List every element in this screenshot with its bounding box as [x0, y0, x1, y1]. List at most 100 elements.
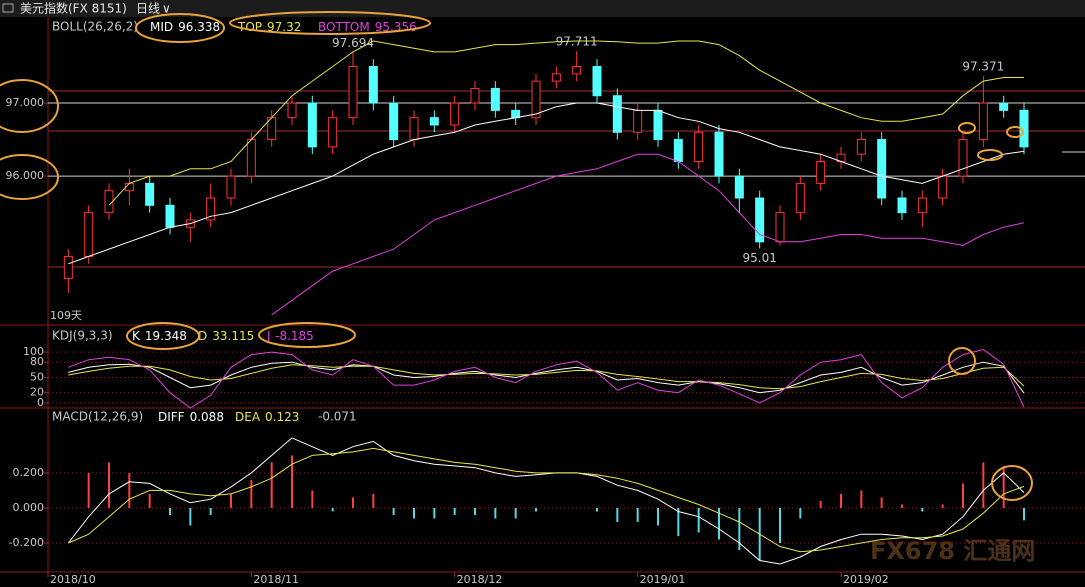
y-tick-label: 0: [37, 396, 44, 409]
candle-body: [633, 109, 643, 133]
y-tick-label: 80: [30, 355, 44, 368]
indicator-label: KDJ(9,3,3): [52, 329, 113, 343]
indicator-line: [271, 153, 1025, 316]
candle-body: [816, 160, 826, 184]
indicator-readout: D 33.115: [198, 329, 254, 343]
y-tick-label: 100: [23, 345, 44, 358]
indicator-label: MACD(12,26,9): [52, 410, 143, 424]
indicator-line: [67, 437, 1025, 565]
watermark: FX678 汇通网: [870, 537, 1035, 565]
candle-body: [999, 102, 1009, 111]
indicator-line: [68, 447, 1025, 553]
candle-body: [755, 197, 765, 243]
candle-body: [673, 139, 683, 162]
y-tick-label: 97.000: [6, 96, 45, 109]
indicator-line: [68, 102, 1025, 265]
candle-body: [958, 139, 968, 177]
readout-value: 19.348: [145, 329, 187, 343]
indicator-line: [68, 348, 1025, 409]
candle-body: [795, 182, 805, 214]
title-bar: [0, 0, 1085, 17]
candle-body: [368, 66, 378, 104]
indicator-label: BOLL(26,26,2): [52, 20, 138, 34]
y-tick-label: 20: [30, 386, 44, 399]
highlight-ring: [0, 154, 59, 200]
candle-body: [84, 212, 94, 257]
y-tick-label: 0.200: [13, 466, 45, 479]
readout-name: J: [266, 329, 270, 343]
y-tick-label: 0.000: [13, 501, 45, 514]
candle-body: [389, 102, 399, 141]
indicator-readout: J -8.185: [266, 329, 314, 343]
days-label: 109天: [50, 309, 82, 322]
period-dropdown[interactable]: ∨: [162, 2, 171, 16]
extreme-label: 95.01: [742, 251, 776, 265]
candle-body: [938, 175, 948, 199]
x-tick-label: 2018/12: [457, 573, 503, 586]
readout-name: D: [198, 329, 207, 343]
candle-body: [714, 131, 724, 177]
readout-value: 0.088: [190, 410, 224, 424]
indicator-line: [68, 364, 1025, 390]
candle-body: [409, 117, 419, 141]
x-tick-label: 2018/10: [50, 573, 96, 586]
x-tick-label: 2018/11: [253, 573, 299, 586]
candle-body: [572, 66, 582, 75]
highlight-ring: [258, 322, 356, 348]
readout-name: MID: [150, 20, 173, 34]
candle-body: [63, 255, 73, 279]
period-label[interactable]: 日线: [136, 2, 160, 16]
readout-name: K: [132, 329, 141, 343]
candle-body: [551, 73, 561, 82]
candle-body: [429, 117, 439, 126]
candle-body: [877, 139, 887, 199]
candle-body: [897, 197, 907, 214]
y-tick-label: 96.000: [6, 169, 45, 182]
highlight-ring: [135, 13, 225, 43]
histogram-readout: -0.071: [318, 410, 357, 424]
readout-value: 33.115: [212, 329, 254, 343]
candle-body: [917, 197, 927, 214]
x-tick-label: 2019/02: [843, 573, 889, 586]
candle-body: [307, 102, 317, 148]
candle-body: [470, 87, 480, 104]
highlight-ring: [229, 11, 431, 35]
extreme-label: 97.371: [962, 59, 1004, 73]
readout-value: -8.185: [275, 329, 314, 343]
y-tick-label: 50: [30, 370, 44, 383]
candle-body: [775, 212, 785, 243]
candle-body: [694, 131, 704, 162]
candle-body: [287, 102, 297, 119]
candle-body: [612, 95, 622, 133]
candle-body: [246, 139, 256, 177]
x-tick-label: 2019/01: [640, 573, 686, 586]
highlight-ring: [126, 322, 200, 350]
indicator-readout: K 19.348: [132, 329, 187, 343]
candle-body: [328, 117, 338, 148]
readout-value: 97.32: [267, 20, 301, 34]
window-icon[interactable]: [2, 3, 14, 13]
candle-body: [978, 102, 988, 141]
candle-body: [490, 87, 500, 111]
highlight-ring: [948, 347, 976, 375]
candle-body: [531, 80, 541, 119]
highlight-ring: [1006, 126, 1024, 138]
candle-body: [856, 139, 866, 155]
highlight-ring: [991, 465, 1033, 501]
readout-name: DIFF: [158, 410, 185, 424]
candle-body: [653, 109, 663, 141]
candle-body: [145, 182, 155, 206]
y-tick-label: -0.200: [9, 536, 44, 549]
indicator-readout: DIFF 0.088: [158, 410, 224, 424]
indicator-readout: DEA 0.123: [235, 410, 299, 424]
candle-body: [734, 175, 744, 199]
readout-value: 96.338: [178, 20, 220, 34]
readout-name: DEA: [235, 410, 261, 424]
symbol-title: 美元指数(FX 8151): [20, 1, 127, 16]
extreme-label: 97.694: [332, 36, 374, 50]
candle-body: [348, 66, 358, 119]
candle-body: [206, 197, 216, 221]
